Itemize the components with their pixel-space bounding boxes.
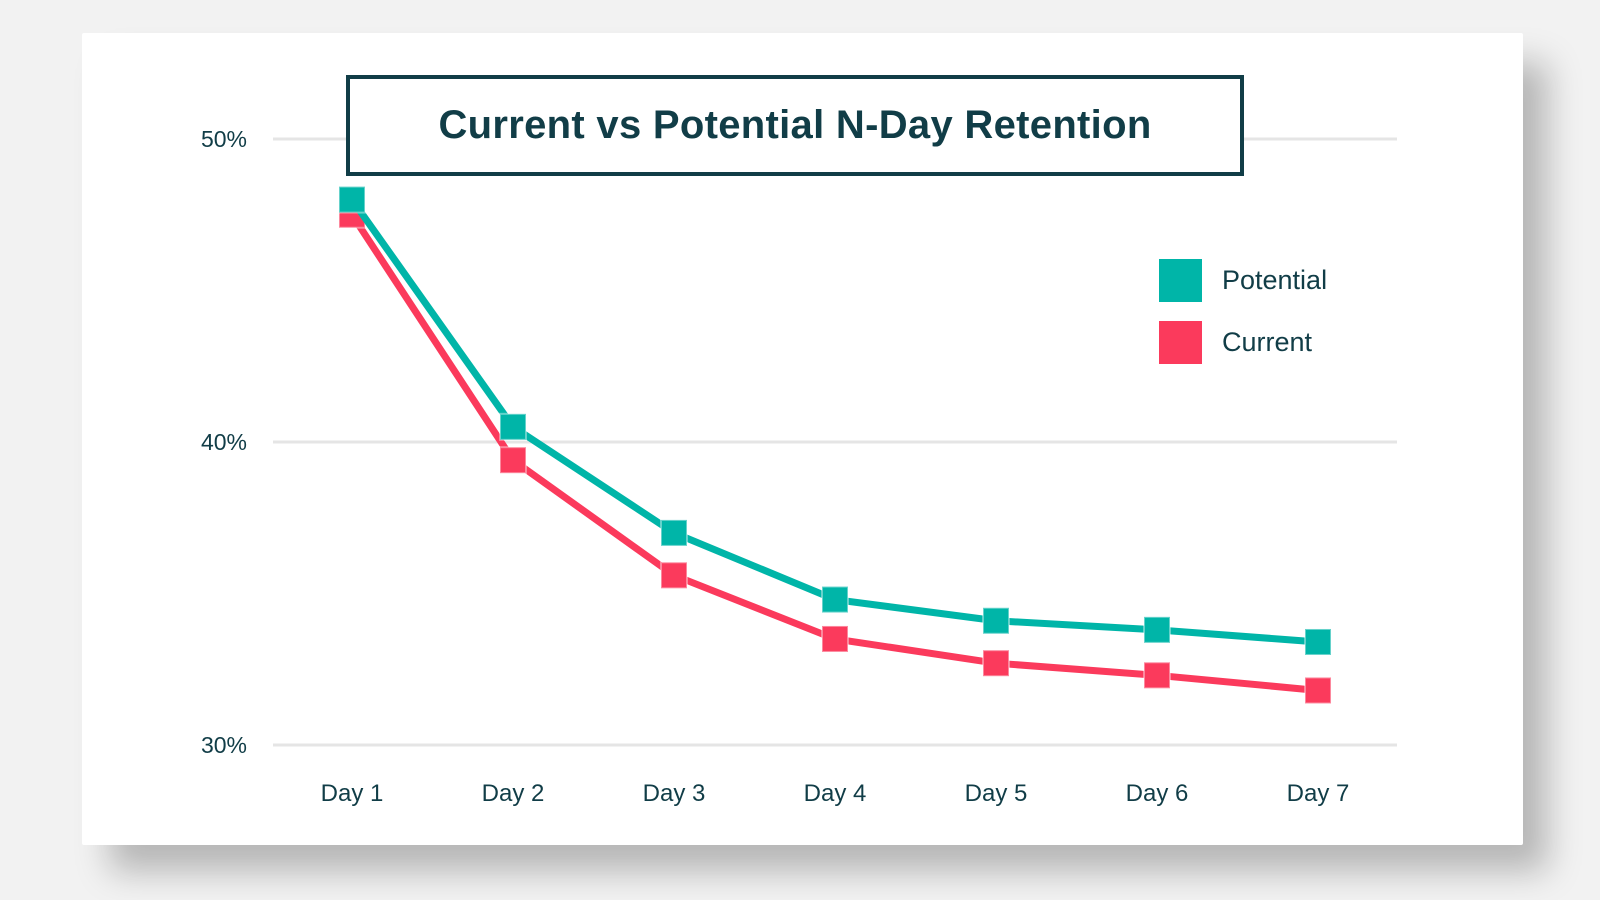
data-point-marker-potential xyxy=(1143,615,1171,644)
legend-item-current: Current xyxy=(1159,321,1327,364)
y-axis-tick-label: 50% xyxy=(200,126,247,152)
data-point-marker-current xyxy=(499,446,527,475)
x-axis-day-label: Day 3 xyxy=(642,780,706,807)
data-point-marker-potential xyxy=(982,606,1010,635)
x-axis-day-label: Day 4 xyxy=(803,780,867,807)
data-point-marker-current xyxy=(660,561,688,590)
x-axis-day-label: Day 5 xyxy=(964,780,1028,807)
x-axis-day-label: Day 6 xyxy=(1125,780,1189,807)
data-point-marker-current xyxy=(982,649,1010,678)
y-axis-tick-label: 30% xyxy=(200,732,247,758)
legend-item-potential: Potential xyxy=(1159,259,1327,302)
legend-label-current: Current xyxy=(1222,327,1313,357)
legend-label-potential: Potential xyxy=(1222,265,1328,295)
y-axis-tick-label: 40% xyxy=(200,429,247,455)
chart-card: Current vs Potential N-Day Retention Pot… xyxy=(82,33,1523,845)
data-point-marker-potential xyxy=(1304,627,1332,656)
legend-swatch-current xyxy=(1159,321,1202,364)
legend-swatch-potential xyxy=(1159,259,1202,302)
x-axis-day-label: Day 7 xyxy=(1286,780,1350,807)
data-point-marker-potential xyxy=(499,412,527,441)
retention-line-chart xyxy=(273,137,1397,747)
data-point-marker-current xyxy=(1304,676,1332,705)
x-axis-day-label: Day 1 xyxy=(320,780,384,807)
data-point-marker-potential xyxy=(660,518,688,547)
data-point-marker-potential xyxy=(338,185,366,214)
chart-title: Current vs Potential N-Day Retention xyxy=(438,103,1152,147)
chart-title-box: Current vs Potential N-Day Retention xyxy=(346,75,1244,176)
data-point-marker-current xyxy=(821,624,849,653)
data-point-marker-potential xyxy=(821,585,849,614)
legend: Potential Current xyxy=(1159,259,1327,364)
x-axis-day-label: Day 2 xyxy=(481,780,545,807)
data-point-marker-current xyxy=(1143,661,1171,690)
